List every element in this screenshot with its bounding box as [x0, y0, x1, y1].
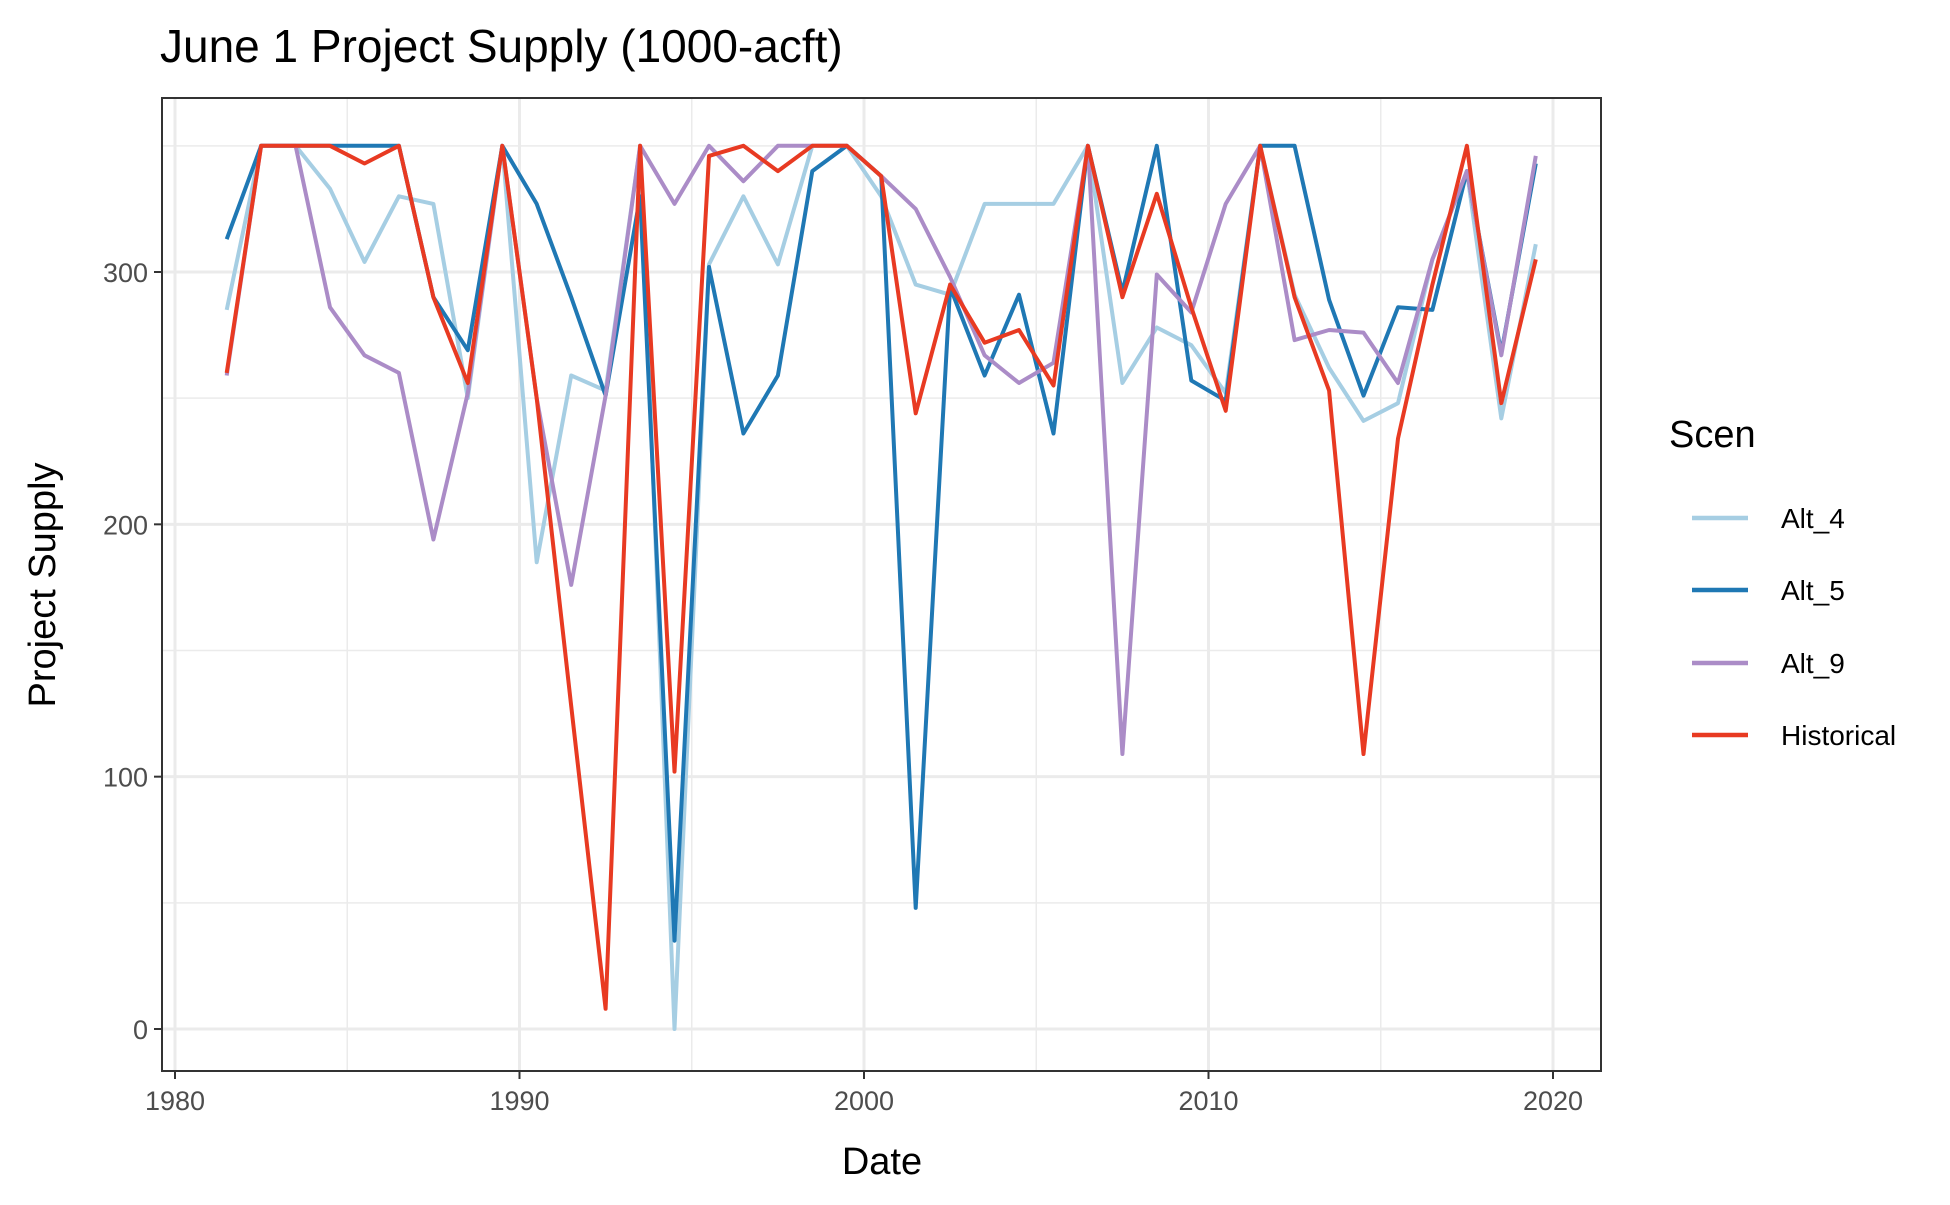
legend-label-alt-5: Alt_5: [1781, 575, 1845, 606]
legend-label-alt-9: Alt_9: [1781, 648, 1845, 679]
x-axis-title: Date: [842, 1141, 922, 1183]
plot-background: [162, 98, 1601, 1071]
x-tick-label: 2010: [1178, 1086, 1238, 1116]
y-axis-title: Project Supply: [22, 462, 64, 707]
x-tick-label: 1980: [145, 1086, 205, 1116]
legend: Scen Alt_4 Alt_5 Alt_9 Historical: [1669, 414, 1896, 751]
y-tick-label: 200: [103, 510, 148, 540]
legend-label-alt-4: Alt_4: [1781, 503, 1845, 534]
y-axis: 0 100 200 300: [103, 258, 162, 1045]
chart-title: June 1 Project Supply (1000-acft): [160, 20, 843, 72]
x-tick-label: 2000: [834, 1086, 894, 1116]
y-tick-label: 0: [133, 1015, 148, 1045]
series-lines: [224, 143, 1538, 1031]
legend-title: Scen: [1669, 414, 1756, 456]
plot-panel-border: [161, 97, 1602, 1072]
y-tick-label: 300: [103, 258, 148, 288]
y-tick-label: 100: [103, 763, 148, 793]
minor-gridlines: [162, 98, 1601, 1071]
x-tick-label: 2020: [1523, 1086, 1583, 1116]
series-line-historical: [224, 143, 1538, 1011]
x-axis: 1980 1990 2000 2010 2020: [145, 1071, 1583, 1116]
x-tick-label: 1990: [489, 1086, 549, 1116]
legend-label-historical: Historical: [1781, 720, 1896, 751]
